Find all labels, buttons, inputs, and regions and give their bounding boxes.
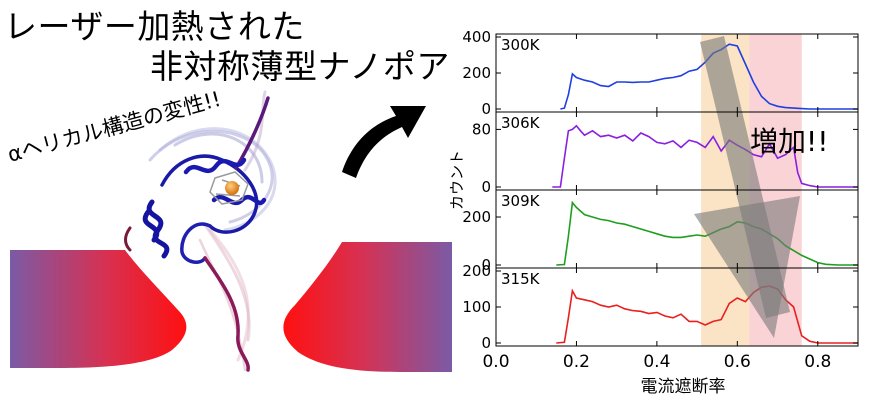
protein-annotation: αヘリカル構造の変性!! bbox=[5, 87, 223, 167]
panel-frame-300K bbox=[495, 33, 859, 113]
iron-ion bbox=[225, 181, 239, 195]
y-tick-label: 0 bbox=[481, 178, 491, 196]
y-axis-label: カウント bbox=[448, 150, 466, 210]
nanopore-membrane-right bbox=[283, 242, 452, 372]
title-line-1: レーザー加熱された bbox=[4, 7, 305, 46]
curved-arrow-icon bbox=[342, 106, 426, 178]
y-tick-label: 0 bbox=[481, 334, 491, 352]
x-tick-label: 0.6 bbox=[724, 352, 751, 372]
increase-label: 増加!! bbox=[750, 125, 828, 158]
alpha-helix-left bbox=[142, 199, 170, 259]
alpha-helix-top bbox=[183, 157, 247, 175]
x-tick-label: 0.4 bbox=[643, 352, 670, 372]
panel-label-315K: 315K bbox=[501, 270, 541, 288]
panel-label-300K: 300K bbox=[501, 36, 541, 54]
y-tick-label: 0 bbox=[481, 100, 491, 118]
y-tick-label: 400 bbox=[462, 28, 491, 46]
y-tick-label: 200 bbox=[462, 262, 491, 280]
title-line-2: 非対称薄型ナノポア bbox=[150, 47, 450, 86]
protein-structure bbox=[124, 90, 277, 372]
x-tick-label: 0.2 bbox=[563, 352, 590, 372]
x-tick-label: 0.0 bbox=[482, 352, 509, 372]
x-tick-label: 0.8 bbox=[804, 352, 831, 372]
nanopore-membrane-left bbox=[10, 250, 187, 368]
series-line-309K bbox=[556, 200, 858, 266]
x-axis-label: 電流遮断率 bbox=[641, 377, 726, 397]
panel-label-309K: 309K bbox=[501, 192, 541, 210]
series-line-300K bbox=[560, 43, 858, 110]
y-tick-label: 100 bbox=[462, 298, 491, 316]
series-line-306K bbox=[552, 124, 858, 188]
trend-arrow-head bbox=[694, 196, 800, 338]
protein-backbone bbox=[124, 96, 270, 372]
y-tick-label: 0 bbox=[481, 256, 491, 274]
panel-label-306K: 306K bbox=[501, 114, 541, 132]
y-tick-label: 200 bbox=[462, 64, 491, 82]
y-tick-label: 200 bbox=[462, 208, 491, 226]
panel-frame-315K bbox=[495, 267, 859, 347]
y-tick-label: 80 bbox=[472, 120, 491, 138]
histogram-chart: 増加!! 300K0200400306K080309K0200315K01002… bbox=[448, 28, 859, 397]
